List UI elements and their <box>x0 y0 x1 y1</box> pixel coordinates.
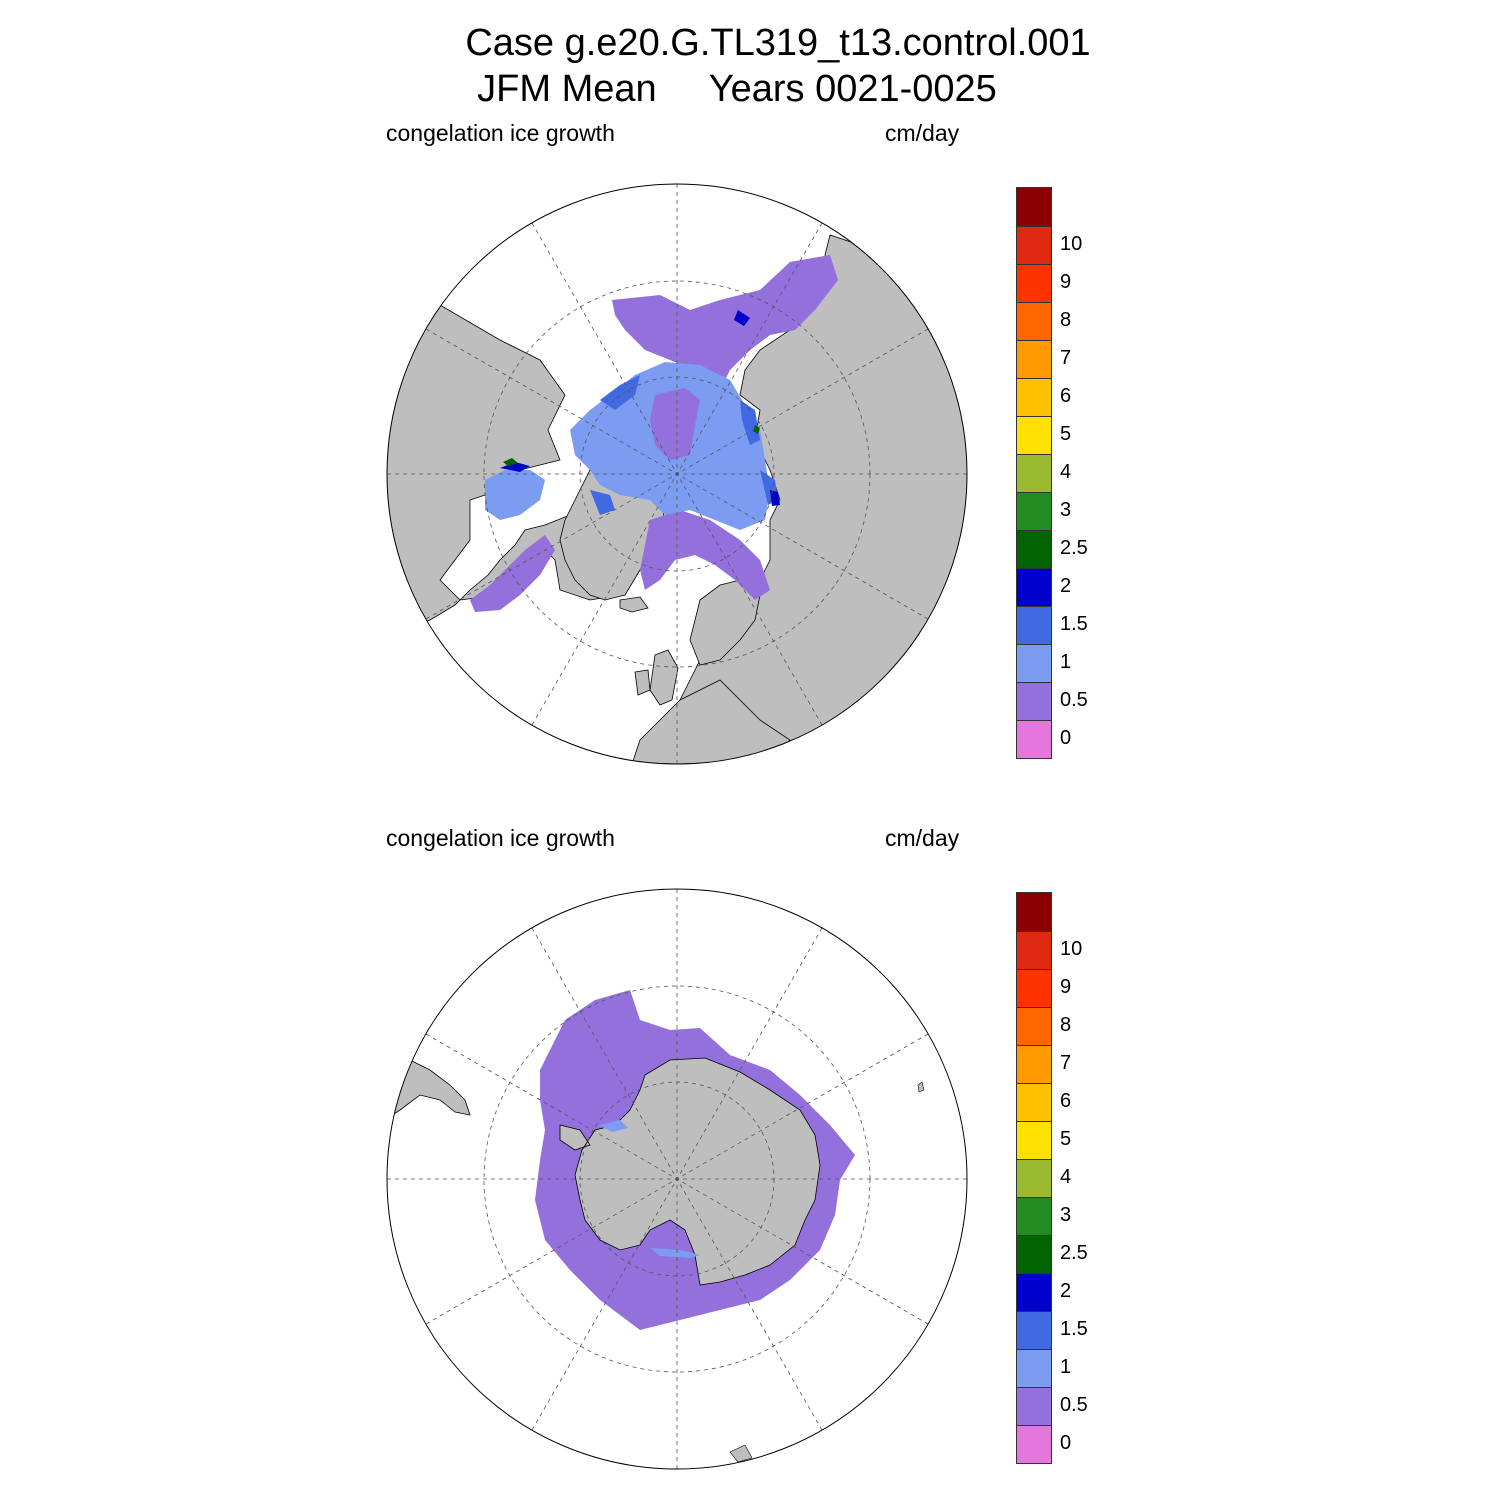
sh-colorbar-tick-label: 1 <box>1060 1356 1072 1378</box>
nh-colorbar-segment <box>1016 529 1052 569</box>
nh-colorbar-tick-label: 10 <box>1060 233 1083 255</box>
nh-colorbar-segment <box>1016 415 1052 455</box>
sh-colorbar-tick-label: 5 <box>1060 1128 1072 1150</box>
sh-colorbar-segment <box>1016 892 1052 932</box>
nh-land-iceland <box>619 596 649 613</box>
figure-title-line1: Case g.e20.G.TL319_t13.control.001 <box>465 22 1091 64</box>
nh-colorbar-tick-label: 0 <box>1060 727 1072 749</box>
nh-ice-core <box>650 388 700 460</box>
sh-colorbar-segment <box>1016 1272 1052 1312</box>
sh-colorbar-tick-label: 2.5 <box>1060 1242 1088 1264</box>
nh-colorbar-segment <box>1016 263 1052 303</box>
sh-polar-map <box>386 888 968 1470</box>
sh-colorbar-segment <box>1016 1006 1052 1046</box>
nh-colorbar-segment <box>1016 567 1052 607</box>
panel-sh-left-label: congelation ice growth <box>386 825 615 851</box>
sh-colorbar-segment <box>1016 1424 1052 1464</box>
nh-colorbar-segment <box>1016 339 1052 379</box>
sh-colorbar-tick-label: 4 <box>1060 1166 1072 1188</box>
sh-colorbar-tick-label: 10 <box>1060 938 1083 960</box>
sh-colorbar-segment <box>1016 1044 1052 1084</box>
nh-colorbar-segment <box>1016 681 1052 721</box>
nh-map-border <box>386 183 968 765</box>
sh-graticule <box>387 889 967 1469</box>
nh-colorbar-tick-label: 8 <box>1060 309 1072 331</box>
sh-colorbar-segment <box>1016 968 1052 1008</box>
nh-colorbar-segment <box>1016 225 1052 265</box>
sh-colorbar-tick-label: 9 <box>1060 976 1072 998</box>
sh-colorbar-segment <box>1016 1120 1052 1160</box>
nh-land-british-isles <box>634 649 679 706</box>
panel-nh-left-label: congelation ice growth <box>386 120 615 146</box>
nh-colorbar-tick-label: 3 <box>1060 499 1072 521</box>
sh-colorbar-tick-label: 6 <box>1060 1090 1072 1112</box>
nh-colorbar-tick-label: 2 <box>1060 575 1072 597</box>
sh-colorbar-tick-label: 1.5 <box>1060 1318 1088 1340</box>
nh-land-scandinavia <box>689 579 761 666</box>
sh-colorbar-segment <box>1016 1158 1052 1198</box>
nh-ice-1-1.5 <box>590 375 778 515</box>
nh-colorbar-tick-label: 4 <box>1060 461 1072 483</box>
nh-ice-0-0.5 <box>470 255 838 612</box>
sh-colorbar-tick-label: 2 <box>1060 1280 1072 1302</box>
nh-colorbar-segment <box>1016 605 1052 645</box>
nh-colorbar-tick-label: 1 <box>1060 651 1072 673</box>
nh-colorbar-segment <box>1016 491 1052 531</box>
nh-colorbar-tick-label: 0.5 <box>1060 689 1088 711</box>
nh-map-content <box>387 234 967 764</box>
nh-colorbar: 0 0.5 1 1.5 2 2.5 3 4 5 6 7 8 9 10 <box>1016 187 1088 759</box>
nh-colorbar-tick-label: 2.5 <box>1060 537 1088 559</box>
sh-colorbar-tick-label: 7 <box>1060 1052 1072 1074</box>
sh-colorbar-segment <box>1016 1234 1052 1274</box>
sh-colorbar-segment <box>1016 1348 1052 1388</box>
panel-nh-units-label: cm/day <box>885 120 960 146</box>
nh-colorbar-tick-label: 1.5 <box>1060 613 1088 635</box>
nh-colorbar-segment <box>1016 377 1052 417</box>
sh-map-border <box>386 888 968 1470</box>
nh-graticule <box>387 184 967 764</box>
nh-polar-map <box>386 183 968 765</box>
nh-colorbar-tick-label: 7 <box>1060 347 1072 369</box>
sh-colorbar: 0 0.5 1 1.5 2 2.5 3 4 5 6 7 8 9 10 <box>1016 892 1088 1464</box>
sh-colorbar-segment <box>1016 1310 1052 1350</box>
nh-colorbar-segment <box>1016 453 1052 493</box>
sh-colorbar-segment <box>1016 1196 1052 1236</box>
figure-title-line2: JFM Mean Years 0021-0025 <box>477 68 997 110</box>
sh-colorbar-tick-label: 0 <box>1060 1432 1072 1454</box>
sh-land-islands <box>729 1081 925 1463</box>
nh-colorbar-segment <box>1016 301 1052 341</box>
nh-colorbar-segment <box>1016 719 1052 759</box>
sh-colorbar-segment <box>1016 1082 1052 1122</box>
nh-colorbar-tick-label: 5 <box>1060 423 1072 445</box>
sh-colorbar-tick-label: 3 <box>1060 1204 1072 1226</box>
panel-sh-units-label: cm/day <box>885 825 960 851</box>
sh-colorbar-tick-label: 0.5 <box>1060 1394 1088 1416</box>
nh-colorbar-tick-label: 9 <box>1060 271 1072 293</box>
nh-colorbar-segment <box>1016 643 1052 683</box>
sh-colorbar-segment <box>1016 1386 1052 1426</box>
nh-colorbar-tick-label: 6 <box>1060 385 1072 407</box>
sh-colorbar-segment <box>1016 930 1052 970</box>
nh-colorbar-segment <box>1016 187 1052 227</box>
sh-colorbar-tick-label: 8 <box>1060 1014 1072 1036</box>
